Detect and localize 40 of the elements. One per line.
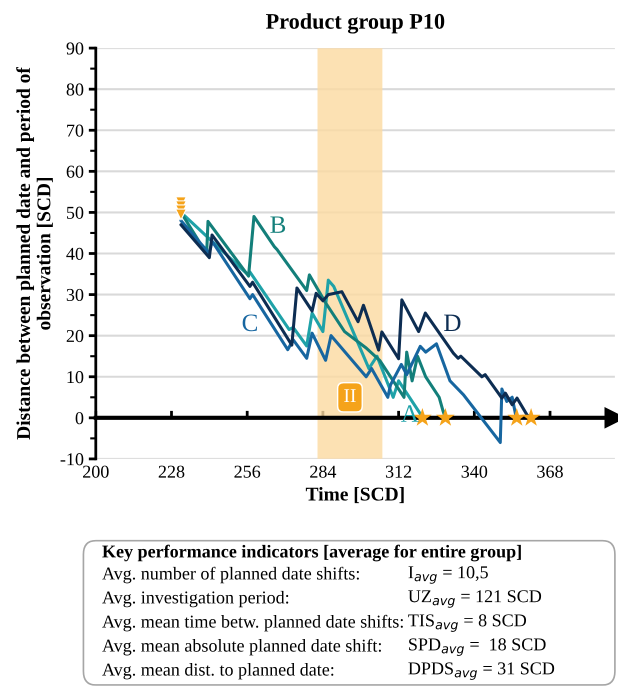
y-tick-label: 40 — [66, 248, 84, 260]
y-tick-label: 30 — [66, 288, 84, 302]
point — [436, 408, 455, 426]
text: I$_{avg}$ = 10,5 — [408, 566, 488, 584]
y-tick-label: -10 — [60, 453, 84, 466]
point — [522, 408, 540, 426]
y-tick-label: 70 — [67, 124, 84, 137]
x-tick-label: 284 — [310, 466, 336, 478]
x-tick-label: 200 — [83, 466, 109, 478]
series-label: B — [270, 216, 286, 233]
y-tick-label: 90 — [66, 42, 84, 55]
band-label: II — [344, 389, 356, 402]
point — [507, 408, 526, 426]
x-tick-label: 256 — [234, 466, 260, 478]
y-tick-label: 20 — [66, 330, 84, 342]
series-label: C — [242, 314, 257, 332]
text: Avg. mean absolute planned date shift: — [102, 638, 381, 656]
x-axis-title: Time [SCD] — [306, 486, 404, 504]
x-tick-label: 340 — [462, 466, 488, 478]
text: SPD$_{avg}$ = 18 SCD — [409, 638, 546, 656]
x-tick-label: 312 — [386, 466, 412, 478]
x-tick-label: 368 — [537, 466, 563, 478]
y-tick-label: 60 — [66, 166, 84, 178]
y-tick-label: 10 — [68, 371, 84, 384]
text: Avg. mean dist. to planned date: — [102, 662, 334, 680]
text: TIS$_{avg}$ = 8 SCD — [408, 614, 526, 632]
text: UZ$_{avg}$ = 121 SCD — [408, 590, 542, 608]
y-axis-title: Distance between planned date and period of observation [SCD] — [16, 66, 53, 440]
text: DPDS$_{avg}$ = 31 SCD — [408, 662, 554, 680]
point — [175, 208, 187, 220]
series-label: D — [444, 314, 460, 332]
text: Avg. mean time betw. planned date shifts: — [102, 614, 403, 632]
chart-title: Product group P10 — [266, 13, 444, 34]
y-tick-label: 0 — [76, 412, 84, 424]
x-tick-label: 228 — [158, 466, 184, 478]
text: Key performance indicators [average for entire group] — [102, 544, 521, 562]
text: Avg. investigation period: — [102, 590, 288, 608]
y-tick-label: 50 — [66, 206, 84, 219]
y-tick-label: 80 — [66, 83, 84, 96]
text: Avg. number of planned date shifts: — [102, 566, 359, 584]
